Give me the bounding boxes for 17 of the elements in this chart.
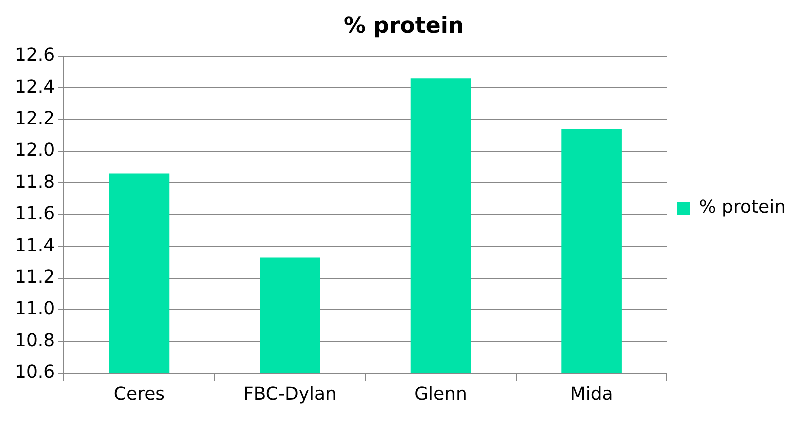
y-tick-label: 10.8 [15,330,56,352]
y-tick-label: 10.6 [15,362,56,384]
y-tick-label: 11.4 [15,235,56,256]
x-tick-label: Mida [570,384,614,405]
x-tick-label: Ceres [114,384,166,405]
y-tick-label: 11.8 [15,172,56,193]
y-tick-label: 11.0 [15,298,56,320]
y-tick-label: 12.2 [15,108,56,130]
y-tick-label: 12.0 [15,140,56,162]
x-tick-label: Glenn [414,384,468,405]
y-tick-label: 11.2 [15,266,56,288]
y-tick-label: 12.4 [15,76,56,98]
y-tick-label: 11.6 [15,204,56,225]
legend-label: % protein [699,197,786,218]
x-tick-label: FBC-Dylan [244,384,337,405]
chart-title: % protein [344,14,464,39]
y-tick-label: 12.6 [15,45,56,66]
